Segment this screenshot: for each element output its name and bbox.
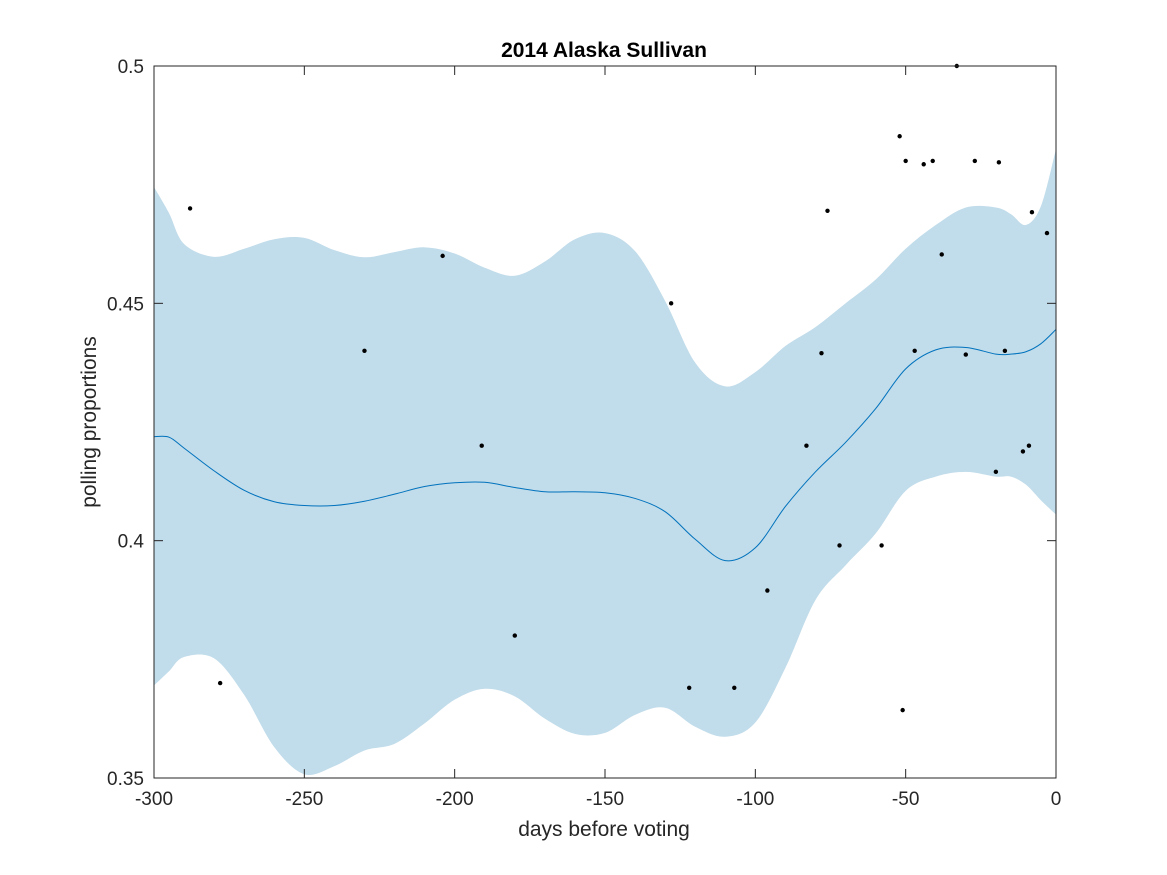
poll-point (1044, 230, 1050, 236)
poll-point (897, 134, 902, 139)
x-tick-label: -50 (892, 789, 919, 810)
y-tick-label: 0.4 (118, 532, 145, 553)
poll-point (362, 348, 367, 353)
poll-point (668, 301, 674, 306)
poll-point (921, 162, 926, 167)
poll-point (512, 633, 517, 638)
poll-point (930, 158, 935, 164)
poll-point (479, 443, 484, 448)
poll-point (1020, 449, 1026, 454)
poll-point (993, 469, 999, 475)
poll-point (765, 588, 770, 593)
poll-point (825, 208, 830, 213)
x-tick-label: -200 (436, 789, 474, 810)
poll-point (900, 707, 905, 713)
poll-point (804, 443, 809, 448)
poll-point (879, 543, 884, 548)
confidence-band (154, 149, 1056, 775)
poll-point (440, 253, 445, 259)
poll-point (963, 352, 968, 357)
x-axis-label: days before voting (518, 818, 690, 841)
y-axis-label: polling proportions (78, 336, 101, 508)
poll-point (996, 160, 1002, 165)
poll-point (1002, 348, 1008, 353)
poll-point (1029, 210, 1035, 215)
x-tick-label: -100 (736, 789, 774, 810)
poll-point (732, 685, 737, 691)
poll-point (939, 252, 944, 257)
y-tick-label: 0.35 (107, 769, 144, 790)
axis-ticks: -300 -250 -200 -150 -100 -50 0 0.35 0.4 0.45 0.5 (107, 57, 1061, 810)
poll-point (187, 206, 193, 211)
poll-point (837, 543, 842, 548)
poll-point (912, 348, 917, 353)
poll-point (972, 158, 978, 164)
poll-point (819, 350, 824, 356)
x-tick-label: -150 (586, 789, 624, 810)
y-tick-label: 0.45 (107, 294, 144, 315)
x-tick-label: -300 (135, 789, 173, 810)
y-tick-label: 0.5 (118, 57, 144, 78)
poll-point (903, 158, 908, 164)
x-tick-label: -250 (285, 789, 323, 810)
x-tick-label: 0 (1051, 789, 1062, 810)
poll-point (217, 680, 223, 686)
poll-point (686, 685, 692, 691)
plot-area (153, 63, 1057, 775)
poll-point (1026, 443, 1032, 448)
chart-title: 2014 Alaska Sullivan (501, 39, 707, 62)
mean-line (153, 329, 1057, 562)
